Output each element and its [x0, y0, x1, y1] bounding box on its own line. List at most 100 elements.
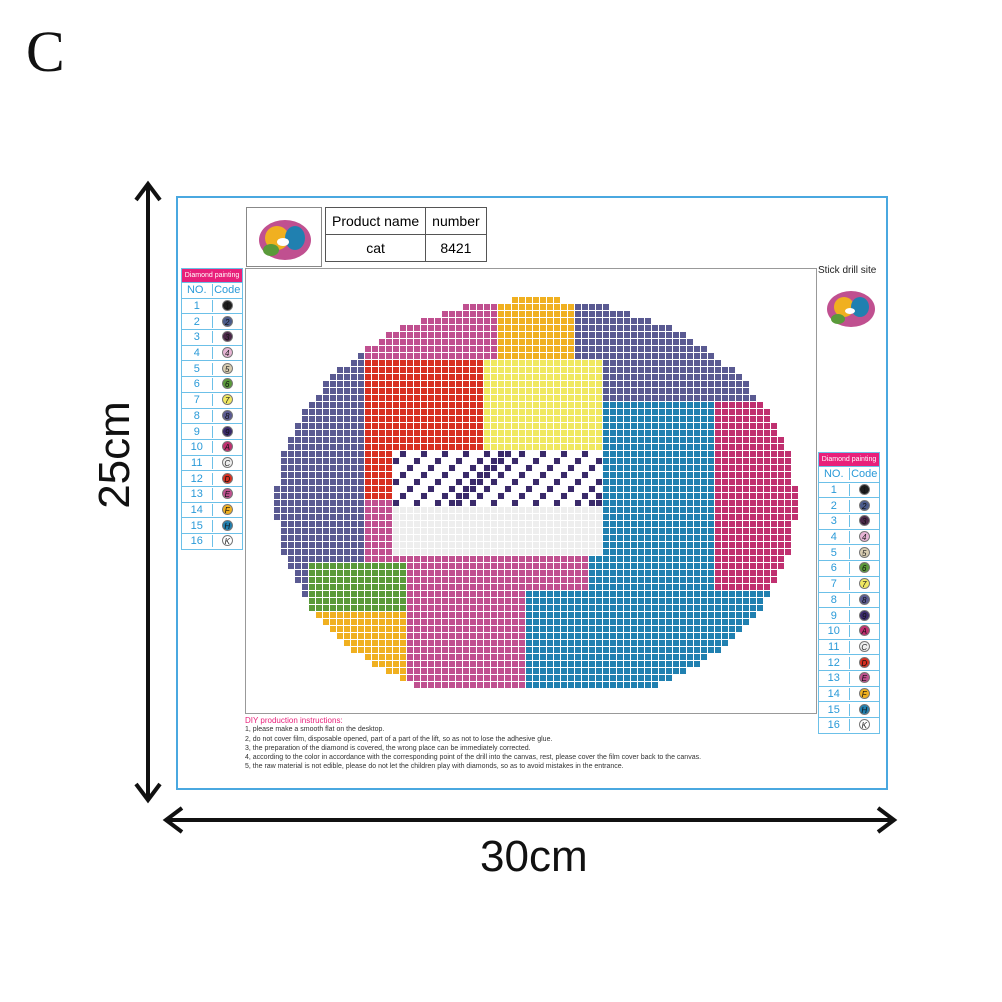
- mosaic-cell: [638, 570, 644, 576]
- mosaic-cell: [400, 423, 406, 429]
- mosaic-cell: [421, 381, 427, 387]
- mosaic-cell: [596, 563, 602, 569]
- mosaic-cell: [596, 528, 602, 534]
- mosaic-cell: [638, 402, 644, 408]
- mosaic-cell: [428, 360, 434, 366]
- mosaic-cell: [596, 521, 602, 527]
- mosaic-cell: [708, 409, 714, 415]
- mosaic-cell: [351, 619, 357, 625]
- mosaic-cell: [736, 409, 742, 415]
- mosaic-cell: [316, 535, 322, 541]
- mosaic-cell: [470, 514, 476, 520]
- mosaic-cell: [771, 493, 777, 499]
- mosaic-cell: [498, 437, 504, 443]
- mosaic-cell: [484, 353, 490, 359]
- mosaic-cell: [575, 444, 581, 450]
- mosaic-cell: [561, 598, 567, 604]
- mosaic-cell: [351, 472, 357, 478]
- mosaic-cell: [750, 500, 756, 506]
- mosaic-cell: [386, 535, 392, 541]
- mosaic-cell: [701, 521, 707, 527]
- mosaic-cell: [561, 542, 567, 548]
- mosaic-cell: [435, 402, 441, 408]
- mosaic-cell: [701, 577, 707, 583]
- color-code-dot: F: [858, 687, 870, 699]
- mosaic-cell: [449, 535, 455, 541]
- mosaic-cell: [512, 325, 518, 331]
- mosaic-cell: [568, 507, 574, 513]
- mosaic-cell: [400, 332, 406, 338]
- mosaic-cell: [547, 367, 553, 373]
- mosaic-cell: [463, 507, 469, 513]
- mosaic-cell: [449, 402, 455, 408]
- mosaic-cell: [302, 451, 308, 457]
- mosaic-cell: [442, 661, 448, 667]
- mosaic-cell: [393, 500, 399, 506]
- mosaic-cell: [575, 591, 581, 597]
- mosaic-cell: [575, 339, 581, 345]
- mosaic-cell: [337, 465, 343, 471]
- mosaic-cell: [365, 535, 371, 541]
- mosaic-cell: [680, 395, 686, 401]
- mosaic-cell: [680, 465, 686, 471]
- mosaic-cell: [302, 514, 308, 520]
- mosaic-cell: [722, 549, 728, 555]
- mosaic-cell: [757, 521, 763, 527]
- mosaic-cell: [638, 591, 644, 597]
- mosaic-cell: [379, 507, 385, 513]
- mosaic-cell: [351, 409, 357, 415]
- mosaic-cell: [659, 332, 665, 338]
- mosaic-cell: [449, 318, 455, 324]
- mosaic-cell: [295, 535, 301, 541]
- mosaic-cell: [617, 451, 623, 457]
- mosaic-cell: [477, 668, 483, 674]
- mosaic-cell: [589, 416, 595, 422]
- mosaic-cell: [316, 451, 322, 457]
- mosaic-cell: [596, 395, 602, 401]
- mosaic-cell: [435, 675, 441, 681]
- mosaic-cell: [736, 605, 742, 611]
- mosaic-cell: [295, 472, 301, 478]
- mosaic-cell: [302, 486, 308, 492]
- mosaic-cell: [372, 430, 378, 436]
- mosaic-cell: [729, 479, 735, 485]
- mosaic-cell: [540, 661, 546, 667]
- mosaic-cell: [337, 423, 343, 429]
- mosaic-cell: [666, 472, 672, 478]
- mosaic-cell: [477, 437, 483, 443]
- mosaic-cell: [428, 416, 434, 422]
- mosaic-cell: [351, 493, 357, 499]
- mosaic-cell: [771, 500, 777, 506]
- mosaic-cell: [729, 563, 735, 569]
- mosaic-cell: [533, 584, 539, 590]
- mosaic-cell: [596, 500, 602, 506]
- mosaic-cell: [386, 437, 392, 443]
- mosaic-cell: [722, 472, 728, 478]
- mosaic-cell: [491, 458, 497, 464]
- mosaic-cell: [407, 416, 413, 422]
- mosaic-cell: [729, 402, 735, 408]
- mosaic-cell: [708, 479, 714, 485]
- mosaic-cell: [365, 528, 371, 534]
- mosaic-cell: [547, 472, 553, 478]
- mosaic-cell: [722, 521, 728, 527]
- mosaic-cell: [365, 654, 371, 660]
- mosaic-cell: [470, 458, 476, 464]
- mosaic-cell: [505, 479, 511, 485]
- mosaic-cell: [673, 416, 679, 422]
- mosaic-cell: [673, 437, 679, 443]
- mosaic-cell: [302, 542, 308, 548]
- mosaic-cell: [484, 318, 490, 324]
- mosaic-cell: [645, 507, 651, 513]
- mosaic-cell: [561, 507, 567, 513]
- mosaic-cell: [729, 626, 735, 632]
- mosaic-cell: [582, 675, 588, 681]
- mosaic-cell: [736, 465, 742, 471]
- mosaic-cell: [554, 311, 560, 317]
- mosaic-cell: [435, 577, 441, 583]
- mosaic-cell: [582, 605, 588, 611]
- mosaic-cell: [316, 507, 322, 513]
- mosaic-cell: [309, 598, 315, 604]
- mosaic-cell: [785, 465, 791, 471]
- mosaic-cell: [757, 430, 763, 436]
